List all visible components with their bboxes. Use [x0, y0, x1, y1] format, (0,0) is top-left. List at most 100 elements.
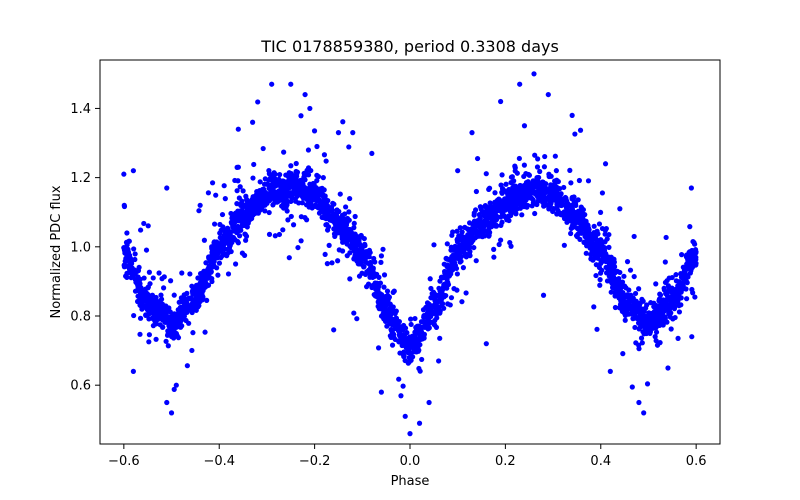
- data-point: [419, 356, 425, 363]
- data-point: [299, 200, 305, 206]
- data-point: [602, 161, 609, 167]
- data-point: [519, 212, 525, 218]
- data-point: [164, 399, 170, 406]
- data-point: [428, 285, 434, 292]
- data-point: [597, 209, 604, 216]
- data-point: [227, 229, 233, 235]
- data-point: [315, 205, 321, 211]
- data-point: [165, 343, 171, 349]
- data-point: [545, 91, 551, 98]
- data-point: [381, 316, 387, 322]
- data-point: [584, 243, 590, 249]
- data-point: [331, 226, 337, 232]
- data-point: [226, 237, 232, 243]
- data-point: [392, 336, 398, 343]
- data-point: [489, 216, 495, 222]
- data-point: [445, 264, 451, 270]
- data-point: [415, 348, 421, 354]
- data-point: [255, 99, 261, 105]
- data-point: [684, 296, 690, 302]
- data-point: [280, 178, 287, 184]
- data-point: [321, 152, 328, 158]
- data-point: [293, 160, 299, 167]
- data-point: [212, 250, 219, 256]
- data-point: [202, 278, 208, 284]
- data-point: [576, 177, 583, 184]
- data-point: [236, 195, 242, 201]
- data-point: [260, 186, 266, 192]
- data-point: [261, 181, 268, 187]
- data-point: [477, 214, 483, 220]
- data-point: [512, 163, 518, 169]
- data-point: [221, 246, 227, 252]
- data-point: [483, 171, 489, 177]
- data-point: [157, 298, 163, 304]
- data-point: [245, 220, 251, 226]
- data-point: [622, 317, 628, 323]
- data-point: [433, 299, 440, 305]
- data-point: [301, 174, 307, 180]
- data-point: [360, 248, 366, 255]
- data-point: [556, 200, 562, 206]
- data-point: [627, 306, 633, 312]
- data-point: [603, 264, 609, 271]
- data-point: [378, 389, 384, 395]
- data-point: [547, 192, 553, 199]
- data-point: [348, 229, 354, 235]
- data-point: [326, 242, 332, 248]
- data-point: [293, 176, 299, 182]
- data-point: [298, 113, 304, 119]
- data-point: [237, 184, 243, 190]
- data-point: [170, 312, 176, 318]
- data-point: [608, 271, 615, 277]
- data-point: [181, 312, 187, 318]
- data-point: [471, 212, 477, 218]
- data-point: [381, 284, 387, 290]
- data-point: [477, 233, 483, 239]
- data-point: [137, 331, 143, 337]
- data-point: [135, 277, 141, 283]
- data-point: [581, 225, 587, 231]
- data-point: [347, 243, 353, 249]
- data-point: [445, 271, 452, 277]
- data-point: [286, 255, 292, 261]
- data-point: [307, 181, 313, 187]
- data-point: [689, 286, 695, 293]
- data-point: [272, 171, 278, 177]
- data-point: [378, 294, 384, 301]
- data-point: [387, 321, 393, 327]
- data-point: [375, 345, 382, 351]
- data-point: [171, 386, 177, 392]
- data-point: [396, 339, 402, 345]
- data-point: [563, 209, 569, 215]
- data-point: [517, 195, 523, 201]
- data-point: [491, 246, 497, 252]
- data-point: [467, 220, 473, 226]
- data-point: [398, 393, 404, 399]
- data-point: [146, 300, 153, 307]
- data-point: [464, 226, 471, 232]
- data-point: [591, 223, 597, 229]
- data-point: [251, 161, 257, 168]
- data-point: [552, 178, 558, 184]
- data-point: [358, 254, 364, 260]
- data-point: [157, 305, 163, 311]
- data-point: [205, 190, 212, 196]
- data-point: [463, 251, 469, 257]
- data-point: [290, 222, 297, 228]
- data-point: [508, 197, 514, 203]
- data-point: [423, 319, 429, 325]
- data-point: [687, 251, 694, 257]
- data-point: [353, 249, 360, 255]
- data-point: [611, 276, 617, 282]
- data-point: [638, 309, 644, 315]
- data-point: [605, 254, 611, 260]
- data-point: [308, 167, 314, 174]
- data-point: [572, 215, 579, 221]
- x-axis-label: Phase: [391, 474, 430, 489]
- data-point: [521, 162, 527, 168]
- data-point: [541, 198, 547, 204]
- data-point: [675, 297, 681, 303]
- data-point: [121, 245, 127, 251]
- data-point: [358, 261, 364, 267]
